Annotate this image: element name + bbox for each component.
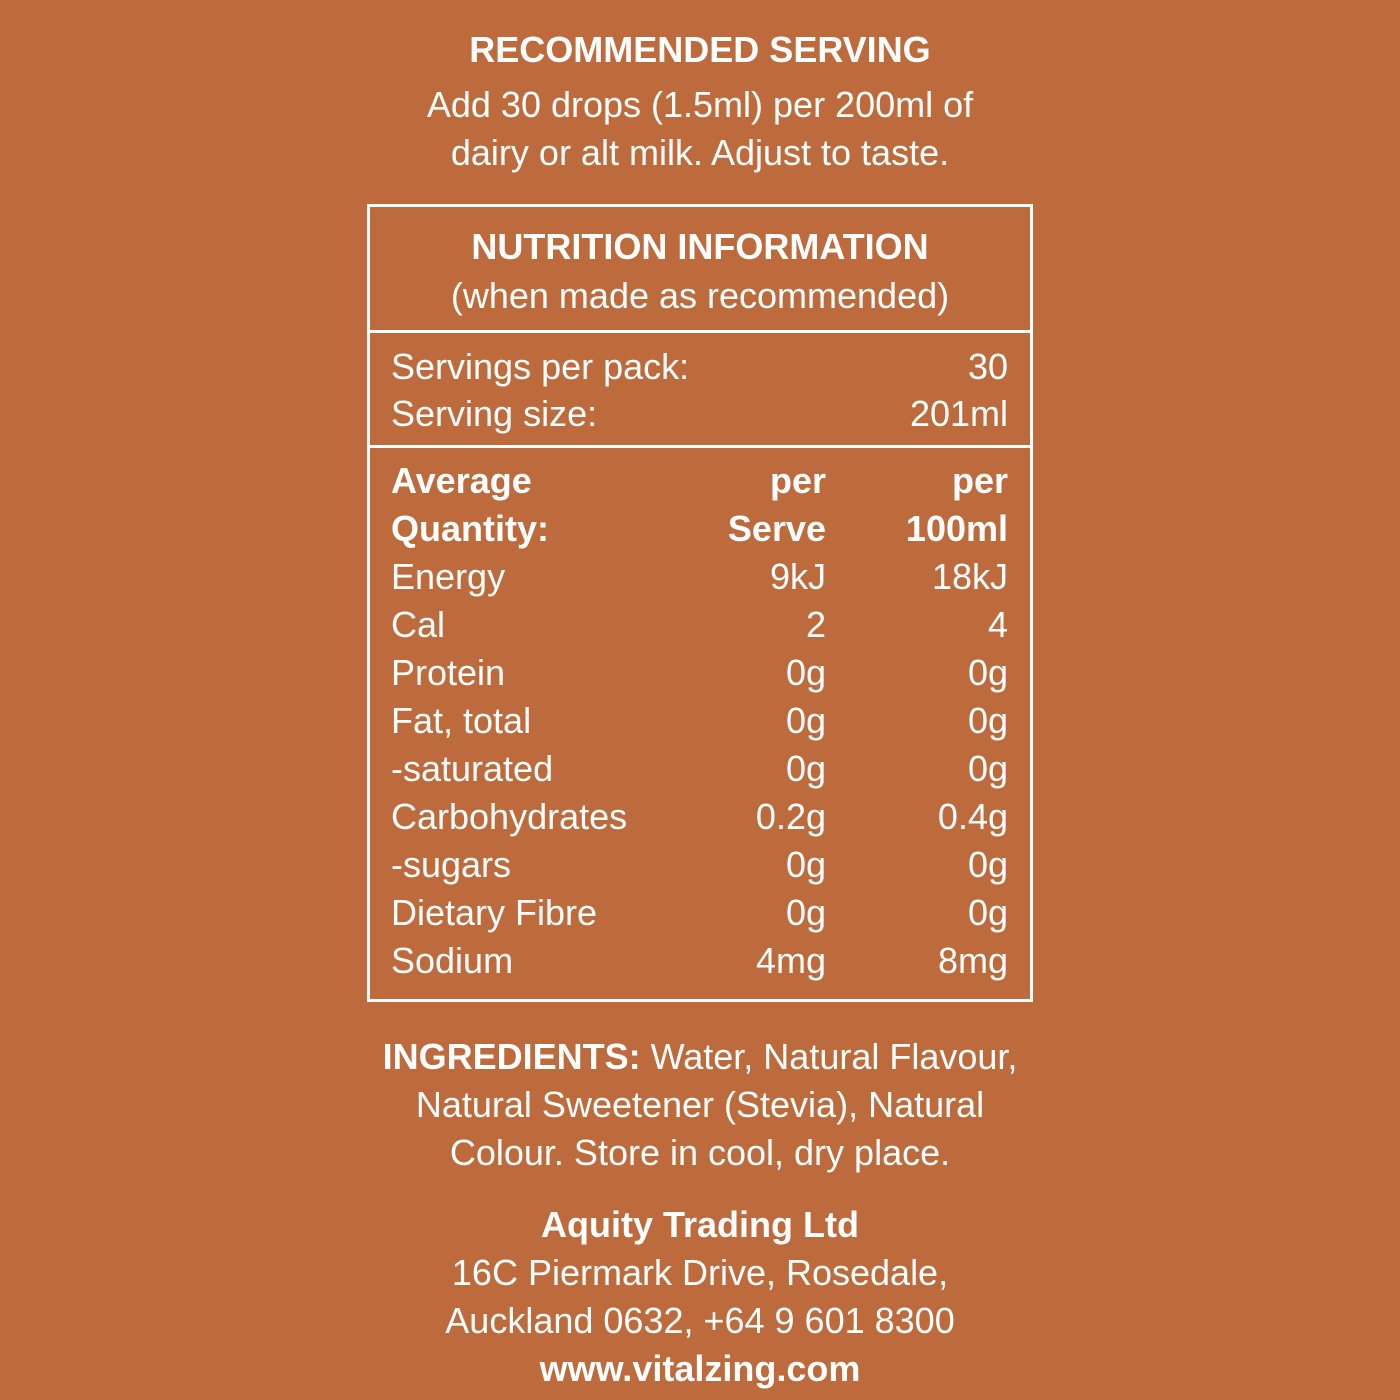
per-serve-value: 0.2g (755, 796, 826, 837)
servings-label: Servings per pack: (391, 346, 690, 387)
per-serve-value: 4mg (755, 940, 826, 981)
nutrition-subtitle: (when made as recommended) (450, 275, 950, 316)
address-line: Auckland 0632, +64 9 601 8300 (445, 1300, 955, 1341)
nutrient-name: Protein (391, 652, 506, 693)
per-100ml-value: 0g (967, 652, 1008, 693)
header-per-serve: Serve (727, 508, 826, 549)
nutrient-name: Carbohydrates (391, 796, 628, 837)
serving-text: Add 30 drops (1.5ml) per 200ml of (426, 84, 974, 125)
per-serve-value: 0g (785, 892, 826, 933)
per-serve-value: 0g (785, 700, 826, 741)
servings-label: Serving size: (391, 393, 598, 434)
address-line: 16C Piermark Drive, Rosedale, (451, 1252, 949, 1293)
header-label: Quantity: (391, 508, 549, 549)
nutrient-name: Dietary Fibre (391, 892, 598, 933)
serving-text: dairy or alt milk. Adjust to taste. (450, 132, 950, 173)
nutrient-name: Fat, total (391, 700, 532, 741)
nutrition-title: NUTRITION INFORMATION (471, 226, 929, 267)
ingredients-text: Natural Sweetener (Stevia), Natural (415, 1084, 985, 1125)
per-100ml-value: 8mg (937, 940, 1008, 981)
nutrition-box (367, 204, 1033, 1002)
header-label: Average (391, 460, 532, 501)
header-per-serve: per (769, 460, 826, 501)
ingredients-text: Colour. Store in cool, dry place. (449, 1132, 951, 1173)
per-serve-value: 0g (785, 652, 826, 693)
divider (367, 445, 1033, 448)
header-per-100ml: per (951, 460, 1008, 501)
per-100ml-value: 4 (987, 604, 1008, 645)
per-serve-value: 9kJ (769, 556, 826, 597)
servings-value: 201ml (909, 393, 1008, 434)
per-serve-value: 0g (785, 748, 826, 789)
servings-value: 30 (967, 346, 1008, 387)
divider (367, 330, 1033, 333)
per-100ml-value: 0g (967, 844, 1008, 885)
ingredients-text: Water, Natural Flavour, (650, 1036, 1018, 1077)
per-100ml-value: 0g (967, 748, 1008, 789)
company-name: Aquity Trading Ltd (541, 1204, 859, 1245)
per-100ml-value: 18kJ (931, 556, 1008, 597)
per-100ml-value: 0g (967, 700, 1008, 741)
header-per-100ml: 100ml (905, 508, 1008, 549)
nutrient-name: Energy (391, 556, 506, 597)
nutrient-name: -saturated (391, 748, 554, 789)
per-100ml-value: 0g (967, 892, 1008, 933)
website: www.vitalzing.com (539, 1348, 861, 1389)
serving-heading: RECOMMENDED SERVING (469, 29, 931, 70)
nutrient-name: Sodium (391, 940, 514, 981)
per-serve-value: 2 (805, 604, 826, 645)
nutrient-name: -sugars (391, 844, 512, 885)
nutrient-name: Cal (391, 604, 446, 645)
ingredients-heading: INGREDIENTS: (382, 1036, 641, 1077)
per-serve-value: 0g (785, 844, 826, 885)
ingredients-line: INGREDIENTS: Water, Natural Flavour, (0, 1033, 1400, 1081)
per-100ml-value: 0.4g (937, 796, 1008, 837)
